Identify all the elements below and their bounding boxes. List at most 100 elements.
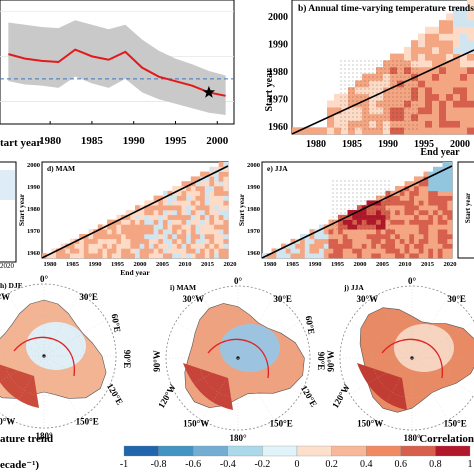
heatmap-cell: [223, 210, 229, 216]
heatmap-cell: [453, 60, 461, 68]
heatmap-cell: [442, 243, 448, 249]
heatmap-cell: [190, 176, 196, 182]
polar-map-1: h) DJF0°30°W30°E60°E90°E90°W120°W120°E15…: [0, 274, 132, 441]
heatmap-cell: [414, 253, 419, 259]
heatmap-cell: [153, 224, 159, 230]
heatmap-cell: [204, 238, 210, 244]
heatmap-cell: [223, 171, 229, 177]
heatmap-cell: [319, 238, 324, 244]
heatmap-cell: [218, 181, 224, 187]
colorbar-tick-label: -0.4: [220, 459, 236, 470]
heatmap-cell: [214, 238, 220, 244]
heatmap-cell: [323, 234, 329, 240]
x-tick-label: 1995: [165, 135, 188, 147]
heatmap-cell: [342, 253, 348, 259]
heatmap-cell: [172, 186, 178, 192]
heatmap-cell: [447, 224, 453, 230]
heatmap-cell: [418, 253, 424, 259]
heatmap-cell: [355, 127, 363, 135]
heatmap-cell: [460, 40, 468, 48]
heatmap-cell: [446, 107, 454, 115]
heatmap-cell: [51, 253, 57, 259]
heatmap-cell: [214, 200, 220, 206]
heatmap-cell: [366, 243, 372, 249]
heatmap-cell: [414, 214, 419, 220]
heatmap-cell: [442, 200, 448, 206]
heatmap-cell: [376, 127, 384, 135]
x-tick-label: 2000: [450, 139, 470, 150]
heatmap-cell: [437, 186, 443, 192]
lon-label-150w: 150°W: [357, 418, 383, 428]
heatmap-cell: [139, 253, 145, 259]
heatmap-cell: [162, 243, 168, 249]
heatmap-cell: [437, 253, 443, 259]
latitude-circle: [372, 318, 452, 398]
heatmap-cell: [176, 248, 182, 254]
y-tick-label: 2000: [268, 12, 288, 23]
heatmap-cell: [447, 200, 453, 206]
heatmap-cell: [425, 120, 433, 128]
heatmap-cell: [223, 205, 229, 211]
lon-label-90w: 90°W: [152, 350, 162, 372]
lon-label-30w: 30°W: [183, 294, 205, 304]
heatmap-cell: [418, 46, 426, 54]
heatmap-cell: [442, 205, 448, 211]
heatmap-cell: [195, 195, 201, 201]
heatmap-cell: [404, 127, 412, 135]
heatmap-cell: [453, 20, 461, 28]
heatmap-cell: [204, 219, 210, 225]
heatmap-cell: [433, 234, 438, 240]
heatmap-cell: [423, 224, 429, 230]
heatmap-cell: [181, 219, 187, 225]
heatmap-cell: [153, 253, 159, 259]
heatmap-cell: [121, 238, 127, 244]
heatmap-cell: [181, 181, 187, 187]
heatmap-cell: [342, 238, 348, 244]
heatmap-cell: [209, 200, 215, 206]
heatmap-cell: [290, 248, 296, 254]
heatmap-cell: [432, 107, 440, 115]
heatmap-cell: [433, 229, 438, 235]
heatmap-cell: [428, 195, 434, 201]
heatmap-cell: [144, 214, 150, 220]
colorbar-swatches: [123, 445, 471, 457]
heatmap-cell: [467, 80, 474, 88]
heatmap-cell: [60, 253, 66, 259]
heatmap-cell: [209, 210, 215, 216]
heatmap-cell: [144, 243, 150, 249]
heatmap-cell: [423, 219, 429, 225]
heatmap-cell: [418, 53, 426, 61]
heatmap-cell: [209, 248, 215, 254]
x-tick-label: 2010: [399, 261, 412, 268]
heatmap-cell: [399, 214, 405, 220]
heatmap-cell: [404, 234, 410, 240]
panel-e-y-ticks: 1960 1970 1980 1990 2000: [247, 162, 260, 257]
heatmap-cell: [385, 243, 391, 249]
heatmap-cell: [342, 234, 348, 240]
heatmap-cell: [158, 224, 164, 230]
heatmap-cell: [195, 190, 201, 196]
heatmap-cell: [181, 195, 187, 201]
heatmap-cell: [390, 219, 396, 225]
heatmap-cell: [442, 224, 448, 230]
x-tick-label: 1980: [39, 135, 62, 147]
heatmap-cell: [433, 166, 438, 172]
heatmap-cell: [172, 205, 178, 211]
heatmap-cell: [162, 214, 168, 220]
map-title: j) JJA: [343, 283, 364, 292]
heatmap-cell: [299, 127, 307, 135]
heatmap-cell: [135, 234, 140, 240]
heatmap-cell: [442, 219, 448, 225]
heatmap-cell: [418, 200, 424, 206]
heatmap-cell: [428, 219, 434, 225]
heatmap-cell: [204, 181, 210, 187]
heatmap-cell: [153, 214, 159, 220]
heatmap-cell: [204, 171, 210, 177]
heatmap-cell: [97, 234, 103, 240]
heatmap-cell: [439, 67, 447, 74]
heatmap-cell: [327, 113, 335, 121]
heatmap-cell: [93, 253, 99, 259]
heatmap-cell: [281, 248, 286, 254]
heatmap-cell: [218, 238, 224, 244]
colorbar-tick-label: -0.8: [151, 459, 167, 470]
